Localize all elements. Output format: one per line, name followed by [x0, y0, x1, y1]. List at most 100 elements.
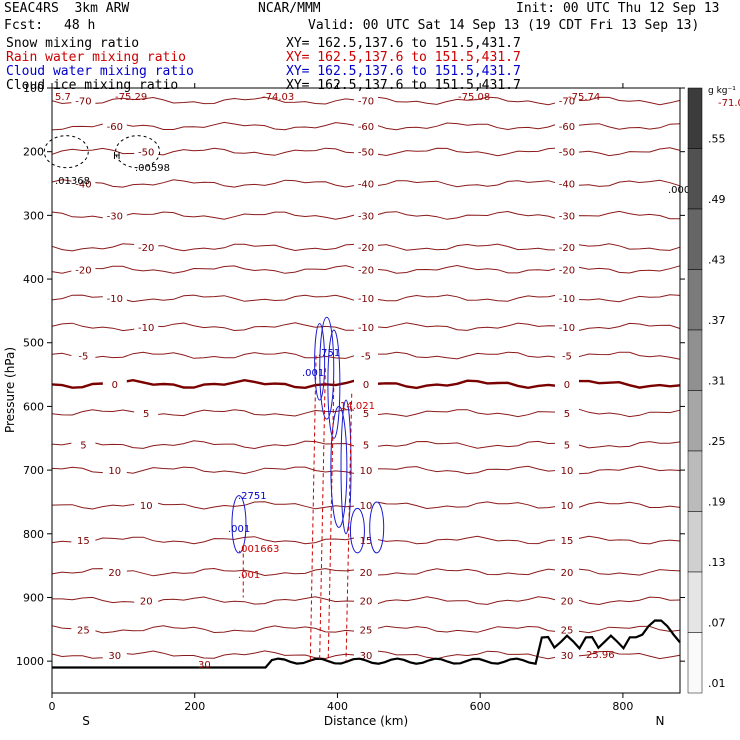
- temperature-contour-label: 30: [561, 651, 574, 662]
- contour-label-bg: [354, 263, 378, 276]
- rain-water-contour: [327, 380, 335, 662]
- init-time: Init: 00 UTC Thu 12 Sep 13: [516, 1, 720, 16]
- x-end-label-south: S: [82, 714, 90, 728]
- forecast-hours: 48 h: [64, 18, 96, 33]
- cloud-water-contour: [349, 507, 365, 554]
- contour-label-bg: [354, 120, 378, 133]
- contour-label-bg: [102, 648, 127, 661]
- contour-label-bg: [554, 263, 579, 276]
- temperature-contour-label: -70: [358, 97, 374, 108]
- contour-label-bg: [554, 648, 579, 661]
- colorbar-swatch: [687, 148, 703, 210]
- colorbar-label: .43: [708, 254, 726, 267]
- colorbar-swatch: [687, 208, 703, 270]
- field-name-cloud-water: Cloud water mixing ratio: [6, 64, 194, 79]
- contour-label-bg: [354, 177, 378, 190]
- org-label: NCAR/MMM: [258, 1, 321, 16]
- colorbar-label: .25: [708, 435, 726, 448]
- contour-label-bg: [134, 499, 159, 512]
- valid-time: Valid: 00 UTC Sat 14 Sep 13 (19 CDT Fri …: [308, 18, 700, 33]
- contour-label-bg: [354, 438, 378, 451]
- temperature-contour-label: 10: [360, 466, 373, 477]
- temperature-contour-label: -40: [358, 180, 374, 191]
- contour-label-bg: [554, 499, 579, 512]
- contour-label-bg: [134, 241, 159, 254]
- contour-annotation: .001: [238, 570, 260, 581]
- contour-label-bg: [102, 209, 127, 222]
- contour-annotation: 5.7: [55, 92, 71, 103]
- temperature-contour-label: -40: [559, 180, 575, 191]
- contour-label-bg: [354, 320, 378, 333]
- colorbar: .55 .49 .43 .37 .31 .25 .19 .13 .07 .01: [687, 87, 726, 694]
- contour-label-bg: [102, 566, 127, 578]
- field-name-cloud-ice: Cloud ice mixing ratio: [6, 78, 179, 93]
- y-axis-label: Pressure (hPa): [3, 347, 17, 433]
- snow-contour: [43, 135, 89, 169]
- temperature-contour-label: 10: [561, 501, 574, 512]
- contour-annotation: -71.02: [718, 98, 740, 109]
- temperature-contour-label: 25: [561, 625, 574, 636]
- x-tick-label: 600: [470, 700, 491, 713]
- contour-label-bg: [554, 438, 579, 451]
- model-title: SEAC4RS 3km ARW: [4, 1, 130, 16]
- contour-label-bg: [71, 177, 96, 190]
- temperature-contour-label: -5: [562, 351, 572, 362]
- contour-label-bg: [102, 292, 127, 305]
- y-tick-label: 400: [23, 273, 44, 286]
- y-tick-label: 900: [23, 591, 44, 604]
- contour-annotation: .001: [228, 524, 250, 535]
- contour-annotation: 30: [198, 660, 211, 671]
- contour-label-bg: [554, 177, 579, 190]
- contour-label-bg: [354, 594, 378, 607]
- contour-label-bg: [354, 209, 378, 222]
- terrain-line: [52, 619, 681, 669]
- contour-label-bg: [554, 120, 579, 133]
- temperature-contour-label: -50: [559, 148, 575, 159]
- x-tick-label: 200: [184, 700, 205, 713]
- contour-label-bg: [102, 464, 127, 477]
- contour-label-bg: [354, 292, 378, 305]
- temperature-contour-label: 5: [363, 409, 369, 420]
- contour-label-bg: [354, 406, 378, 419]
- temperature-contour-label: 20: [360, 568, 373, 579]
- rain-water-contour: [319, 368, 326, 662]
- temperature-contour-label: -60: [107, 122, 123, 133]
- temperature-contour-label: 20: [561, 597, 574, 608]
- colorbar-label: .01: [708, 677, 726, 690]
- temperature-contour-label: -20: [559, 266, 575, 277]
- temperature-contour-label: 25: [360, 625, 373, 636]
- temperature-contour-label: 5: [564, 441, 570, 452]
- temperature-contour-label: -10: [559, 294, 575, 305]
- colorbar-swatch: [687, 450, 703, 512]
- x-axis-label: Distance (km): [324, 714, 408, 728]
- temperature-contour-label: -60: [559, 122, 575, 133]
- temperature-contour-label: 20: [360, 597, 373, 608]
- field-name-rain: Rain water mixing ratio: [6, 50, 187, 65]
- contour-annotation: .000: [668, 185, 690, 196]
- temperature-contour-label: 10: [108, 466, 121, 477]
- contour-label-bg: [354, 623, 378, 636]
- field-xy-cloud-ice: XY= 162.5,137.6 to 151.5,431.7: [286, 78, 521, 93]
- cloud-water-contour: [314, 323, 326, 401]
- temperature-contour-label: -5: [361, 351, 371, 362]
- contour-annotation: .751: [318, 348, 340, 359]
- temperature-contour-label: -60: [358, 122, 374, 133]
- y-tick-label: 700: [23, 464, 44, 477]
- contour-label-bg: [102, 378, 127, 391]
- temperature-contour-label: 5: [363, 441, 369, 452]
- temperature-contour-label: 5: [143, 409, 149, 420]
- plot-frame: [51, 87, 681, 694]
- temperature-contour-label: 0: [112, 380, 118, 391]
- temperature-contour-label: -10: [358, 294, 374, 305]
- temperature-contour-label: 10: [561, 466, 574, 477]
- colorbar-swatch: [687, 269, 703, 331]
- contour-label-bg: [134, 406, 159, 419]
- contour-label-bg: [554, 464, 579, 477]
- colorbar-label: .07: [708, 617, 726, 630]
- temperature-contour-label: -70: [75, 97, 91, 108]
- contour-label-bg: [554, 623, 579, 636]
- snow-contour: [115, 135, 161, 169]
- rain-water-contour: [309, 355, 317, 662]
- contour-label-bg: [554, 378, 579, 391]
